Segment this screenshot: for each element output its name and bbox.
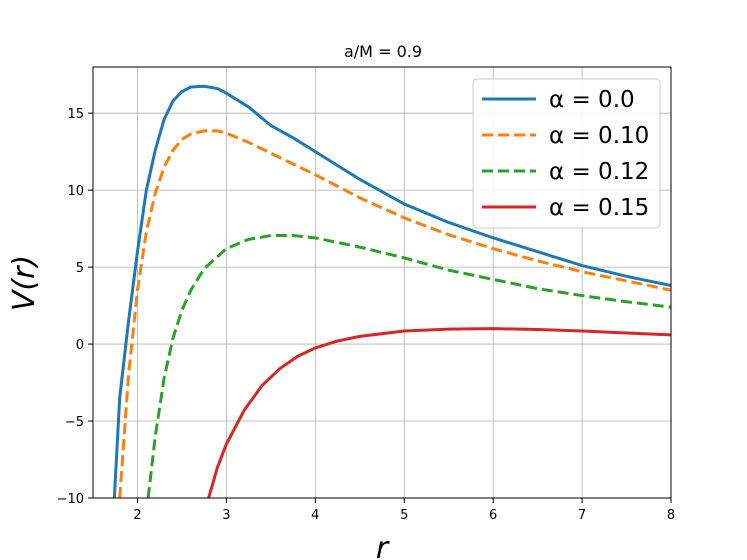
y-tick-label: −10 xyxy=(57,492,84,507)
x-tick-label: 5 xyxy=(400,508,408,523)
chart-title: a/M = 0.9 xyxy=(344,42,422,61)
x-tick-label: 8 xyxy=(667,508,675,523)
x-tick-label: 6 xyxy=(489,508,497,523)
legend-label-3: α = 0.15 xyxy=(549,195,649,221)
legend-label-1: α = 0.10 xyxy=(549,123,649,149)
y-axis-label: V(r) xyxy=(7,255,42,311)
x-tick-label: 7 xyxy=(578,508,586,523)
y-tick-label: −5 xyxy=(65,415,84,430)
series-line-2 xyxy=(146,234,671,498)
legend-label-2: α = 0.12 xyxy=(549,159,649,185)
axes-frame xyxy=(92,66,672,499)
x-tick-label: 4 xyxy=(311,508,319,523)
series-line-1 xyxy=(118,129,671,498)
series-line-0 xyxy=(112,84,671,498)
x-axis-label: r xyxy=(376,531,390,560)
y-tick-label: 15 xyxy=(67,107,84,122)
series-line-3 xyxy=(207,327,671,498)
legend-box xyxy=(472,78,661,229)
y-tick-label: 5 xyxy=(76,261,84,276)
y-tick-label: 0 xyxy=(76,338,84,353)
y-tick-label: 10 xyxy=(67,184,84,199)
x-tick-label: 3 xyxy=(222,508,230,523)
legend-label-0: α = 0.0 xyxy=(549,87,635,113)
x-tick-label: 2 xyxy=(133,508,141,523)
plot-area: 2 3 4 5 6 7 8 −10 −5 0 5 10 15 α = 0.0 α = 0.10 α = 0.1… xyxy=(57,66,675,523)
